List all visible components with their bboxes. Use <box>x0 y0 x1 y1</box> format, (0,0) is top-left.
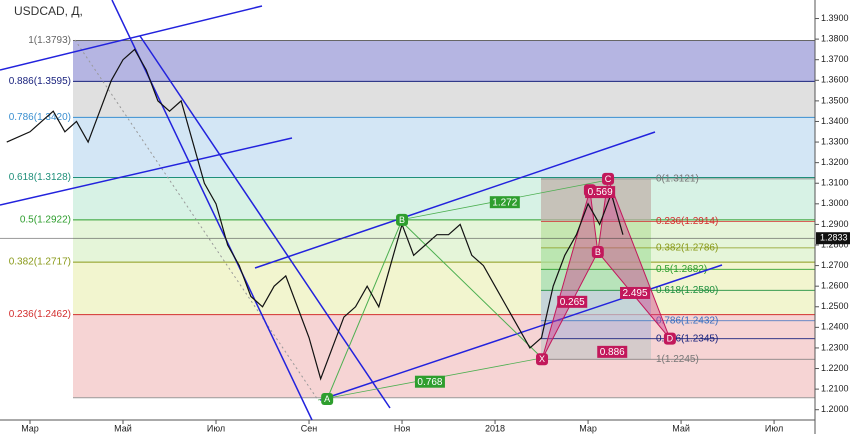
y-tick-label: 1.2300 <box>821 342 849 352</box>
point-marker <box>591 246 604 258</box>
point-label: D <box>667 334 674 344</box>
ratio-box <box>414 375 445 388</box>
fib-label: 0.5(1.2922) <box>20 215 71 226</box>
y-tick-label: 1.2100 <box>821 383 849 393</box>
pattern-line <box>399 219 543 359</box>
plot: 1.2833XABCDAB1.2720.7680.5690.2652.4950.… <box>0 48 850 405</box>
fib-band <box>73 219 815 263</box>
fib-link <box>74 39 319 401</box>
fib-label: 0(1.3121) <box>656 174 699 185</box>
trend-line <box>111 0 313 421</box>
fib-band <box>73 81 815 118</box>
point-marker <box>536 353 549 366</box>
fib-label: 0.5(1.2682) <box>656 264 707 275</box>
fib-label: 0.618(1.3128) <box>9 172 71 183</box>
y-tick-label: 1.3100 <box>821 178 849 188</box>
ratio-label: 1.272 <box>492 197 517 208</box>
fib-band <box>541 320 651 339</box>
point-label: C <box>605 174 612 184</box>
x-tick-label: 2018 <box>485 423 505 433</box>
y-tick-label: 1.3800 <box>821 33 849 43</box>
x-tick-label: Май <box>114 423 132 433</box>
point-marker <box>396 213 409 226</box>
ratio-box <box>597 345 628 358</box>
x-tick-label: Сен <box>301 423 318 433</box>
fib-label: 1(1.2245) <box>656 354 699 365</box>
y-tick-label: 1.3600 <box>821 75 849 85</box>
fib-label: 0.786(1.2432) <box>656 315 718 326</box>
ratio-label: 2.495 <box>623 288 648 299</box>
fib-bands: 1(1.3793) 0.886(1.3595) 0.786(1.3420) 0.618… <box>9 35 815 399</box>
trend-line <box>254 131 656 269</box>
pattern-line <box>326 219 403 400</box>
ratio-box <box>620 286 651 299</box>
y-tick-label: 1.2900 <box>821 219 849 229</box>
fib-band <box>73 40 815 82</box>
ratio-label: 0.886 <box>600 347 625 358</box>
fib-band <box>541 338 651 360</box>
fib-band <box>541 269 651 291</box>
fib-band <box>541 178 651 222</box>
fib-band <box>73 262 815 315</box>
point-marker <box>602 172 615 185</box>
trend-line <box>0 5 263 71</box>
last-price-tag <box>816 232 850 245</box>
x-tick-label: Ноя <box>394 423 411 433</box>
ratio-box <box>585 186 616 199</box>
x-tick-label: Мар <box>579 423 597 433</box>
chart-title: USDCAD, Д, <box>14 4 83 18</box>
fib-label: 0.236(1.2914) <box>656 216 718 227</box>
point-marker <box>663 332 676 345</box>
x-tick-label: Июл <box>765 423 783 433</box>
y-tick-label: 1.2600 <box>821 281 849 291</box>
ratio-label: 0.265 <box>560 297 585 308</box>
y-tick-label: 1.2200 <box>821 363 849 373</box>
trend-lines <box>0 0 723 421</box>
fib-band <box>541 247 651 270</box>
fib-label: 0.786(1.3420) <box>9 112 71 123</box>
y-tick-label: 1.2400 <box>821 322 849 332</box>
y-tick-label: 1.3300 <box>821 136 849 146</box>
y-tick-label: 1.2800 <box>821 239 849 249</box>
point-label: X <box>539 354 545 364</box>
y-tick-label: 1.2500 <box>821 301 849 311</box>
fib-label: 1(1.3793) <box>28 35 71 46</box>
point-label: B <box>399 215 405 225</box>
fib-label: 0.618(1.2580) <box>656 285 718 296</box>
point-label: A <box>324 394 330 404</box>
y-tick-label: 1.3000 <box>821 198 849 208</box>
ratio-box <box>557 295 588 308</box>
fib-band <box>73 177 815 220</box>
fib-label: 0.886(1.3595) <box>9 76 71 87</box>
y-tick-label: 1.3400 <box>821 116 849 126</box>
y-tick-label: 1.3200 <box>821 157 849 167</box>
y-tick-label: 1.2000 <box>821 404 849 414</box>
y-tick-label: 1.2700 <box>821 260 849 270</box>
last-price-label: 1.2833 <box>820 233 848 243</box>
fib-label: 0.236(1.2462) <box>9 309 71 320</box>
x-tick-label: Июл <box>207 423 225 433</box>
ratio-label: 0.768 <box>417 377 442 388</box>
y-tick-label: 1.3500 <box>821 95 849 105</box>
x-tick-label: Мар <box>21 423 39 433</box>
price-line <box>6 48 624 381</box>
trend-line <box>0 137 293 206</box>
fib-band <box>73 117 815 178</box>
ratio-label: 0.569 <box>588 187 613 198</box>
y-tick-label: 1.3700 <box>821 54 849 64</box>
trend-line <box>139 35 391 409</box>
y-tick-label: 1.3900 <box>821 13 849 23</box>
x-tick-label: Май <box>672 423 690 433</box>
fib-label: 0.382(1.2717) <box>9 257 71 268</box>
fib-label: 0.382(1.2786) <box>656 243 718 254</box>
point-label: B <box>595 247 601 257</box>
fib-label: 0.886(1.2345) <box>656 333 718 344</box>
ratio-box <box>489 196 520 209</box>
point-marker <box>321 393 334 405</box>
